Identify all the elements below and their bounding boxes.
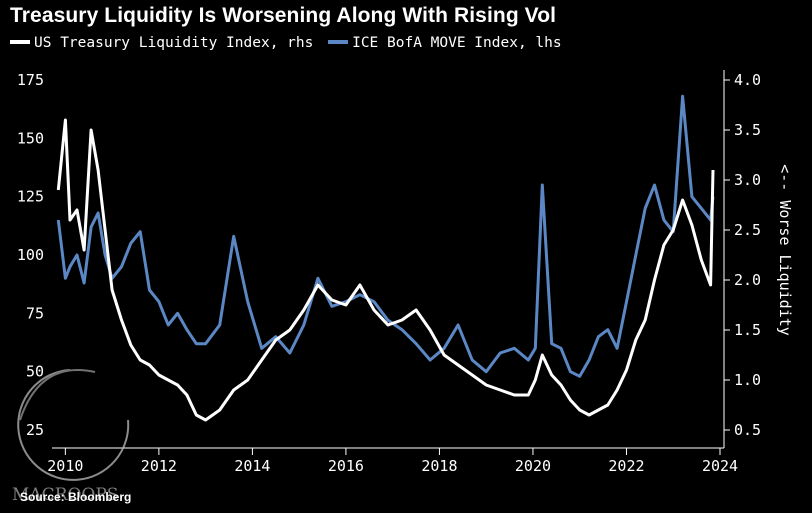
left-tick-label-3: 100 xyxy=(17,246,44,264)
right-tick-label-7: 4.0 xyxy=(734,71,761,89)
left-tick-label-0: 25 xyxy=(26,421,44,439)
right-tick-label-6: 3.5 xyxy=(734,121,761,139)
right-tick-label-5: 3.0 xyxy=(734,171,761,189)
left-tick-label-6: 175 xyxy=(17,71,44,89)
watermark-swirl xyxy=(19,369,96,421)
right-tick-label-0: 0.5 xyxy=(734,421,761,439)
x-tick-label-2: 2014 xyxy=(234,457,270,475)
legend-label-move: ICE BofA MOVE Index, lhs xyxy=(352,35,562,51)
legend-item-liquidity: US Treasury Liquidity Index, rhs xyxy=(10,35,322,51)
watermark-text: MACROOPS xyxy=(12,485,118,505)
left-tick-label-2: 75 xyxy=(26,304,44,322)
series-line-move xyxy=(56,94,715,378)
left-tick-label-1: 50 xyxy=(26,363,44,381)
x-tick-label-3: 2016 xyxy=(328,457,364,475)
watermark: MACROOPS xyxy=(12,369,130,505)
right-tick-label-2: 1.5 xyxy=(734,321,761,339)
left-tick-label-5: 150 xyxy=(17,129,44,147)
x-tick-label-1: 2012 xyxy=(141,457,177,475)
right-tick-label-1: 1.0 xyxy=(734,371,761,389)
right-axis-label: <-- Worse Liquidity xyxy=(776,164,794,336)
source-note: Source: Bloomberg xyxy=(20,490,132,504)
legend-swatch-liquidity xyxy=(10,39,30,44)
chart-title: Treasury Liquidity Is Worsening Along Wi… xyxy=(10,4,557,27)
watermark-ring xyxy=(17,369,130,481)
legend-label-liquidity: US Treasury Liquidity Index, rhs xyxy=(34,35,314,51)
x-tick-label-4: 2018 xyxy=(421,457,457,475)
right-tick-label-3: 2.0 xyxy=(734,271,761,289)
x-tick-label-7: 2024 xyxy=(702,457,738,475)
legend-item-move: ICE BofA MOVE Index, lhs xyxy=(328,35,562,51)
x-tick-label-0: 2010 xyxy=(47,457,83,475)
right-tick-label-4: 2.5 xyxy=(734,221,761,239)
left-tick-label-4: 125 xyxy=(17,188,44,206)
series-line-liquidity xyxy=(56,118,715,422)
legend-swatch-move xyxy=(328,39,349,44)
x-tick-label-6: 2022 xyxy=(608,457,644,475)
x-tick-label-5: 2020 xyxy=(515,457,551,475)
legend: US Treasury Liquidity Index, rhs ICE Bof… xyxy=(10,35,568,51)
